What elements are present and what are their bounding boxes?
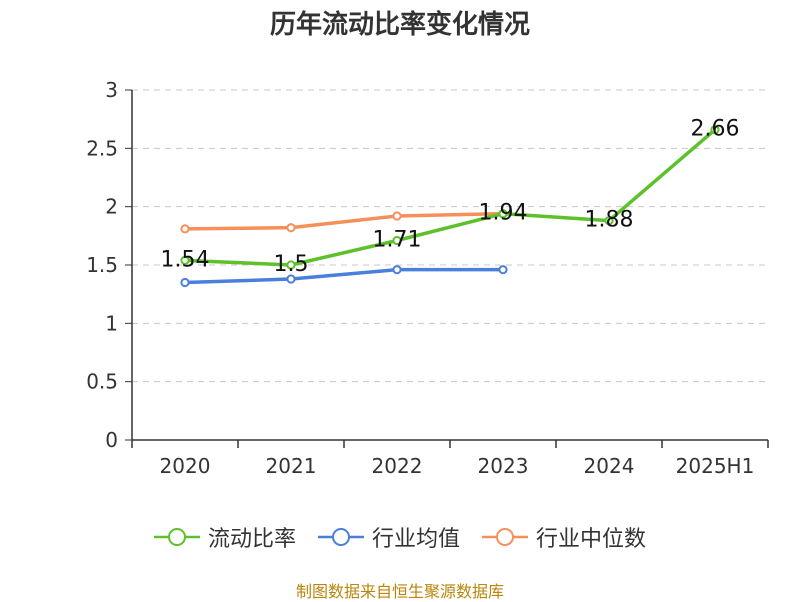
legend-marker bbox=[496, 528, 514, 546]
legend-item[interactable]: 行业均值 bbox=[317, 521, 460, 553]
y-tick-label: 0 bbox=[105, 428, 118, 452]
legend-label: 流动比率 bbox=[207, 527, 296, 552]
data-point bbox=[392, 265, 402, 275]
series-line bbox=[184, 267, 503, 285]
legend-marker bbox=[167, 528, 186, 546]
y-tick-label: 1 bbox=[105, 311, 118, 335]
series-line bbox=[184, 211, 504, 231]
axes: 0 0.5 1 1.5 2 2.5 3 2020 2021 2022 2023 2024 2025H1 bbox=[86, 78, 769, 478]
y-tick-label: 0.5 bbox=[86, 370, 118, 394]
legend-swatch-icon bbox=[317, 528, 364, 546]
data-point bbox=[286, 223, 296, 233]
data-point bbox=[392, 235, 402, 246]
grid-lines bbox=[132, 89, 768, 383]
data-label: 1.88 bbox=[585, 208, 634, 233]
data-point bbox=[180, 224, 190, 234]
data-labels: 1.54 1.5 1.71 1.94 1.88 2.66 bbox=[161, 117, 740, 277]
data-label: 1.5 bbox=[274, 252, 309, 277]
data-point bbox=[392, 211, 402, 221]
legend-item[interactable]: 行业中位数 bbox=[482, 521, 646, 553]
data-label: 1.94 bbox=[479, 201, 528, 226]
legend-marker bbox=[331, 528, 350, 546]
data-label: 2.66 bbox=[691, 117, 740, 142]
data-point bbox=[180, 277, 190, 288]
legend-label: 行业均值 bbox=[371, 527, 460, 552]
data-point bbox=[286, 274, 296, 284]
x-tick-label: 2020 bbox=[160, 454, 211, 478]
x-tick-label: 2023 bbox=[478, 454, 529, 478]
data-point bbox=[498, 209, 508, 219]
y-tick-label: 2.5 bbox=[86, 136, 118, 160]
x-tick-label: 2025H1 bbox=[676, 454, 755, 478]
data-point bbox=[286, 260, 296, 270]
data-point bbox=[498, 265, 508, 275]
y-tick-label: 2 bbox=[105, 195, 118, 219]
y-tick-label: 3 bbox=[105, 78, 118, 102]
data-point bbox=[604, 216, 614, 226]
legend-swatch-icon bbox=[153, 528, 200, 546]
x-tick-label: 2024 bbox=[584, 454, 635, 478]
x-tick-label: 2022 bbox=[372, 454, 423, 478]
legend-swatch-icon bbox=[482, 528, 528, 546]
series-group bbox=[180, 125, 720, 288]
series-line bbox=[184, 128, 717, 267]
legend-item[interactable]: 流动比率 bbox=[153, 521, 296, 553]
legend: 流动比率 行业均值 行业中位数 bbox=[0, 520, 800, 554]
data-point bbox=[710, 125, 720, 135]
data-point bbox=[180, 255, 190, 265]
data-label: 1.71 bbox=[373, 228, 422, 253]
y-tick-label: 1.5 bbox=[86, 253, 118, 277]
source-note: 制图数据来自恒生聚源数据库 bbox=[295, 582, 504, 601]
legend-label: 行业中位数 bbox=[536, 527, 647, 552]
chart-title: 历年流动比率变化情况 bbox=[269, 10, 530, 40]
x-tick-label: 2021 bbox=[266, 454, 317, 478]
data-label: 1.54 bbox=[161, 247, 210, 272]
